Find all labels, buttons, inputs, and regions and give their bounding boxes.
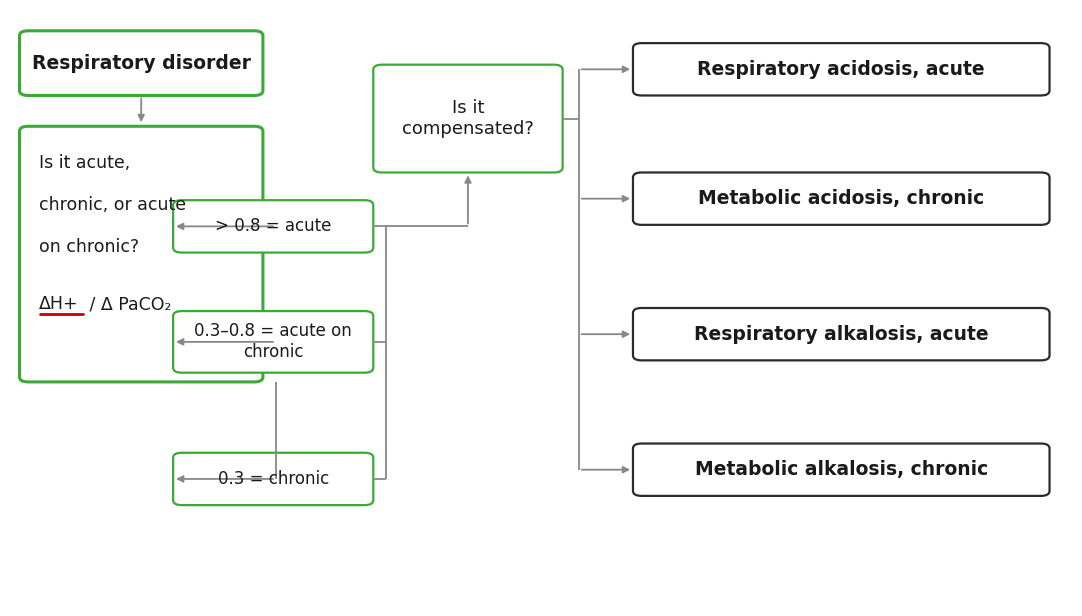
Text: Respiratory alkalosis, acute: Respiratory alkalosis, acute	[694, 325, 989, 344]
FancyBboxPatch shape	[633, 444, 1050, 496]
FancyBboxPatch shape	[173, 311, 373, 373]
Text: / Δ PaCO₂: / Δ PaCO₂	[84, 295, 172, 313]
FancyBboxPatch shape	[173, 453, 373, 505]
Text: ΔH+: ΔH+	[39, 295, 79, 313]
FancyBboxPatch shape	[19, 31, 263, 95]
FancyBboxPatch shape	[633, 43, 1050, 95]
Text: chronic, or acute: chronic, or acute	[39, 196, 186, 214]
Text: Is it acute,: Is it acute,	[39, 154, 130, 172]
FancyBboxPatch shape	[633, 308, 1050, 360]
FancyBboxPatch shape	[373, 65, 563, 172]
FancyBboxPatch shape	[173, 200, 373, 253]
Text: Respiratory disorder: Respiratory disorder	[31, 54, 251, 73]
Text: Metabolic acidosis, chronic: Metabolic acidosis, chronic	[698, 189, 985, 208]
Text: on chronic?: on chronic?	[39, 238, 140, 256]
Text: 0.3–0.8 = acute on
chronic: 0.3–0.8 = acute on chronic	[195, 323, 352, 361]
Text: Metabolic alkalosis, chronic: Metabolic alkalosis, chronic	[695, 460, 988, 479]
Text: 0.3 = chronic: 0.3 = chronic	[217, 470, 329, 488]
FancyBboxPatch shape	[19, 126, 263, 382]
FancyBboxPatch shape	[633, 172, 1050, 225]
Text: Is it
compensated?: Is it compensated?	[403, 99, 533, 138]
Text: > 0.8 = acute: > 0.8 = acute	[215, 217, 331, 235]
Text: Respiratory acidosis, acute: Respiratory acidosis, acute	[698, 60, 985, 79]
